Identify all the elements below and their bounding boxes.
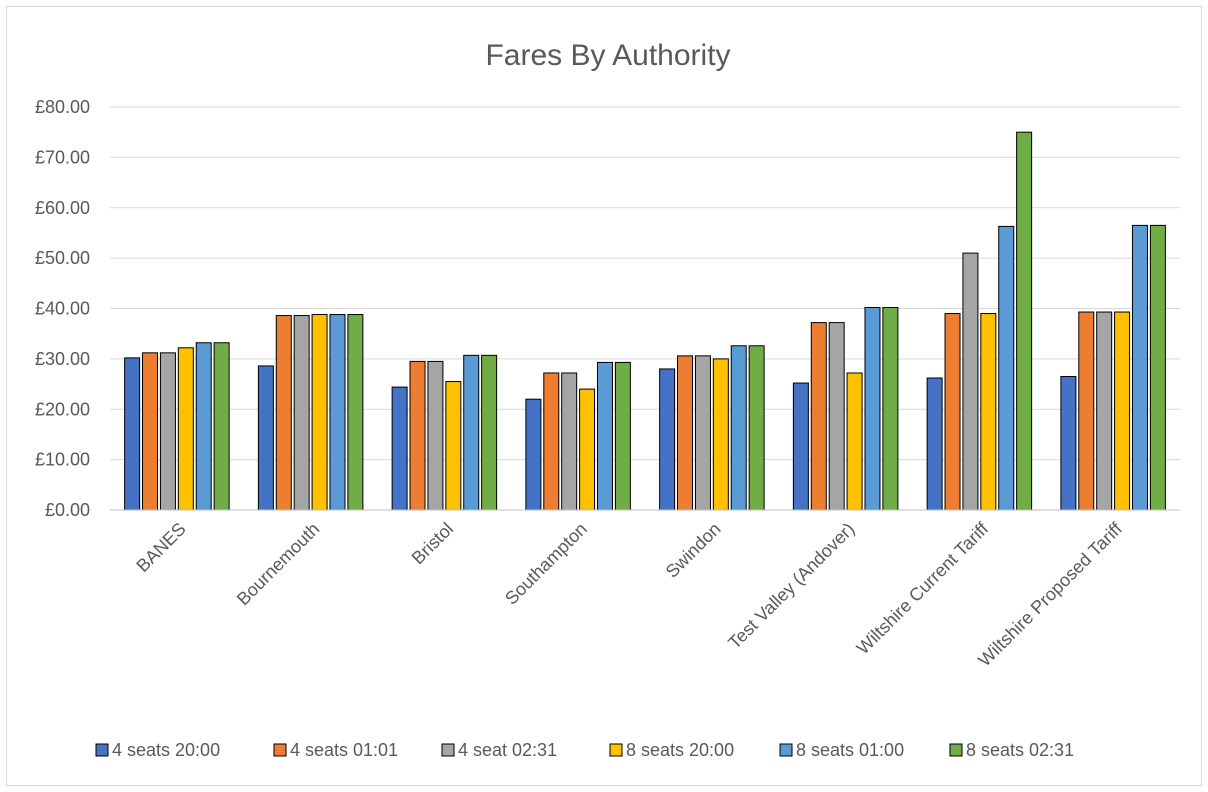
legend-label: 4 seats 01:01 (290, 740, 398, 760)
y-tick-label: £40.00 (35, 299, 90, 319)
bar-4-seat-02-31 (828, 322, 845, 511)
bar-4-seats-01-01 (1078, 311, 1095, 511)
bar-8-seats-01-00 (864, 306, 881, 511)
bar-8-seats-20-00 (177, 347, 194, 511)
bar-8-seats-01-00 (463, 354, 480, 511)
bar-8-seats-02-31 (614, 361, 631, 511)
bar-4-seat-02-31 (293, 315, 310, 511)
bar-8-seats-20-00 (311, 314, 328, 511)
x-category-label: BANES (132, 519, 189, 576)
bar-4-seat-02-31 (159, 352, 176, 511)
legend-label: 4 seats 20:00 (112, 740, 220, 760)
y-tick-label: £80.00 (35, 97, 90, 117)
bar-8-seats-02-31 (748, 345, 765, 511)
chart-title: Fares By Authority (485, 39, 730, 72)
bar-4-seats-01-01 (810, 322, 827, 511)
legend-swatch (949, 743, 963, 757)
x-category-label: Test Valley (Andover) (724, 519, 858, 653)
x-category-label: Swindon (662, 519, 725, 582)
y-tick-label: £10.00 (35, 450, 90, 470)
bar-4-seat-02-31 (694, 355, 711, 511)
bar-8-seats-02-31 (347, 314, 364, 511)
y-tick-label: £30.00 (35, 349, 90, 369)
bar-8-seats-20-00 (712, 358, 729, 511)
bar-4-seats-01-01 (543, 372, 560, 511)
bar-4-seat-02-31 (1096, 311, 1113, 511)
legend: 4 seats 20:00 4 seats 01:01 4 seat 02:31 8 … (95, 740, 1074, 760)
bar-4-seats-20-00 (124, 357, 141, 511)
bar-8-seats-01-00 (998, 225, 1015, 511)
legend-swatch (441, 743, 455, 757)
bar-8-seats-01-00 (1131, 224, 1148, 511)
bar-4-seats-01-01 (677, 355, 694, 511)
x-category-label: Bristol (408, 519, 458, 569)
bar-4-seats-20-00 (525, 398, 542, 511)
bar-8-seats-02-31 (213, 342, 230, 511)
x-category-label: Wiltshire Proposed Tariff (974, 518, 1126, 670)
y-tick-label: £70.00 (35, 147, 90, 167)
y-tick-label: £50.00 (35, 248, 90, 268)
bar-8-seats-20-00 (846, 372, 863, 511)
bar-4-seats-01-01 (409, 360, 426, 511)
bar-8-seats-02-31 (882, 306, 899, 511)
x-category-label: Southampton (501, 519, 591, 609)
y-tick-label: £60.00 (35, 198, 90, 218)
bar-8-seats-20-00 (579, 388, 596, 511)
bar-4-seats-20-00 (659, 368, 676, 511)
bar-8-seats-20-00 (1114, 311, 1131, 511)
bar-8-seats-20-00 (445, 381, 462, 511)
x-category-label: Wiltshire Current Tariff (853, 518, 993, 658)
bar-4-seats-01-01 (275, 315, 292, 511)
legend-label: 8 seats 20:00 (626, 740, 734, 760)
bar-8-seats-02-31 (1016, 131, 1033, 511)
bar-8-seats-02-31 (1149, 224, 1166, 511)
bar-4-seats-20-00 (257, 365, 274, 511)
legend-label: 8 seats 02:31 (966, 740, 1074, 760)
bar-4-seats-20-00 (792, 382, 809, 511)
bar-4-seat-02-31 (962, 252, 979, 511)
legend-swatch (95, 743, 109, 757)
legend-swatch (273, 743, 287, 757)
legend-label: 8 seats 01:00 (796, 740, 904, 760)
bar-4-seat-02-31 (561, 372, 578, 511)
legend-swatch (609, 743, 623, 757)
bar-8-seats-01-00 (730, 345, 747, 511)
legend-label: 4 seat 02:31 (458, 740, 557, 760)
y-tick-label: £20.00 (35, 399, 90, 419)
bar-8-seats-02-31 (481, 354, 498, 511)
bar-8-seats-01-00 (329, 314, 346, 511)
bar-8-seats-01-00 (195, 342, 212, 511)
bar-8-seats-20-00 (980, 313, 997, 511)
bar-4-seats-01-01 (142, 352, 159, 511)
bar-4-seats-20-00 (1060, 376, 1077, 511)
bar-4-seat-02-31 (427, 360, 444, 511)
bar-4-seats-20-00 (926, 377, 943, 511)
bars (124, 131, 1166, 511)
bar-4-seats-01-01 (944, 313, 961, 511)
bar-4-seats-20-00 (391, 386, 408, 511)
y-tick-label: £0.00 (45, 500, 90, 520)
x-axis-labels: BANES Bournemouth Bristol Southampton Swindo… (132, 518, 1126, 670)
x-category-label: Bournemouth (233, 519, 324, 610)
legend-swatch (779, 743, 793, 757)
y-axis-ticks: £0.00 £10.00 £20.00 £30.00 £40.00 £50.00 £60.0… (35, 97, 90, 520)
bar-8-seats-01-00 (596, 361, 613, 511)
